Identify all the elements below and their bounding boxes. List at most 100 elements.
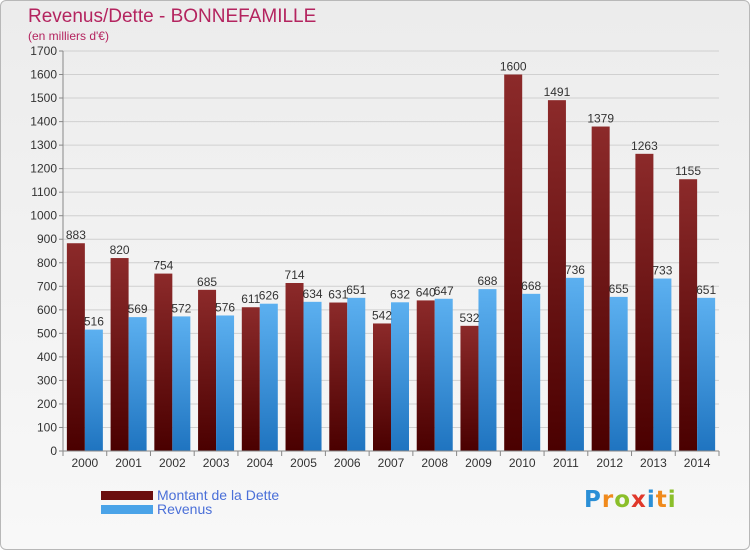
x-tick-label: 2012 — [596, 456, 623, 470]
data-label-debt: 640 — [416, 285, 436, 299]
bar-debt-2008 — [416, 300, 435, 451]
x-tick-label: 2003 — [203, 456, 230, 470]
data-label-revenus: 736 — [565, 263, 585, 277]
y-tick-label: 1600 — [30, 68, 57, 82]
bar-debt-2014 — [679, 179, 698, 451]
logo-letter: o — [614, 487, 632, 513]
data-label-revenus: 651 — [346, 283, 366, 297]
data-label-revenus: 647 — [434, 284, 454, 298]
data-label-debt: 714 — [285, 268, 305, 282]
y-tick-label: 1300 — [30, 138, 57, 152]
data-label-debt: 820 — [110, 243, 130, 257]
legend-label-revenus: Revenus — [157, 501, 213, 517]
bar-debt-2011 — [547, 100, 566, 452]
bar-revenus-2004 — [259, 303, 278, 451]
y-tick-label: 1400 — [30, 115, 57, 129]
y-tick-label: 100 — [37, 420, 57, 434]
x-tick-label: 2010 — [509, 456, 536, 470]
data-label-revenus: 651 — [696, 283, 716, 297]
data-label-revenus: 668 — [521, 279, 541, 293]
x-tick-label: 2014 — [684, 456, 711, 470]
bar-revenus-2001 — [128, 317, 147, 451]
y-tick-label: 1700 — [30, 44, 57, 58]
y-tick-label: 1200 — [30, 162, 57, 176]
logo-letter: r — [601, 487, 615, 513]
chart-title: Revenus/Dette - BONNEFAMILLE — [28, 6, 317, 27]
y-tick-label: 300 — [37, 373, 57, 387]
x-tick-label: 2004 — [246, 456, 273, 470]
bar-revenus-2002 — [172, 316, 191, 451]
y-tick-label: 1000 — [30, 209, 57, 223]
logo-letter: x — [631, 487, 647, 513]
data-label-revenus: 572 — [171, 301, 191, 315]
data-label-debt: 883 — [66, 228, 86, 242]
bar-revenus-2008 — [434, 298, 453, 451]
y-tick-label: 800 — [37, 256, 57, 270]
y-tick-label: 700 — [37, 279, 57, 293]
y-tick-label: 1100 — [31, 185, 57, 199]
bar-revenus-2013 — [653, 278, 672, 451]
bar-revenus-2011 — [565, 277, 584, 451]
bar-debt-2001 — [110, 258, 129, 451]
y-tick-label: 200 — [37, 397, 57, 411]
data-label-debt: 754 — [153, 259, 173, 273]
bar-debt-2006 — [329, 302, 348, 451]
data-label-debt: 1155 — [675, 164, 701, 178]
bar-revenus-2010 — [522, 293, 541, 451]
logo-letter: i — [646, 487, 656, 513]
y-tick-label: 500 — [37, 326, 57, 340]
logo-letter: i — [667, 487, 677, 513]
data-label-debt: 1263 — [631, 139, 658, 153]
bar-debt-2013 — [635, 153, 654, 451]
x-tick-label: 2001 — [115, 456, 142, 470]
bar-debt-2007 — [373, 323, 391, 451]
bar-debt-2004 — [241, 307, 260, 451]
data-label-debt: 1491 — [544, 85, 571, 99]
x-axis-ticks: 2000 2001 2002 2003 2004 2005 2006 2007 2008 2009… — [62, 451, 720, 470]
x-tick-label: 2011 — [553, 456, 579, 470]
bar-debt-2005 — [285, 283, 304, 451]
y-tick-label: 0 — [50, 444, 57, 458]
logo-letter: t — [655, 487, 668, 513]
bar-revenus-2012 — [609, 296, 628, 451]
data-label-revenus: 655 — [609, 282, 629, 296]
bar-revenus-2005 — [303, 301, 322, 451]
bar-debt-2002 — [154, 273, 173, 451]
bar-debt-2010 — [504, 74, 523, 451]
data-label-debt: 532 — [459, 311, 479, 325]
bar-debt-2012 — [591, 126, 610, 451]
x-tick-label: 2005 — [290, 456, 317, 470]
y-tick-label: 900 — [37, 232, 57, 246]
bar-debt-2000 — [66, 243, 85, 451]
axes — [62, 51, 719, 452]
x-tick-label: 2007 — [378, 456, 405, 470]
y-tick-label: 1500 — [30, 91, 57, 105]
x-tick-label: 2013 — [640, 456, 667, 470]
data-label-revenus: 634 — [303, 287, 323, 301]
y-tick-label: 600 — [37, 303, 57, 317]
x-tick-label: 2006 — [334, 456, 361, 470]
chart-subtitle: (en milliers d'€) — [28, 29, 109, 43]
data-label-revenus: 688 — [477, 274, 497, 288]
bar-revenus-2007 — [391, 302, 409, 451]
bar-revenus-2009 — [478, 289, 497, 451]
logo-letter: P — [584, 487, 602, 513]
bar-debt-2003 — [198, 289, 217, 451]
data-label-debt: 1379 — [587, 112, 614, 126]
data-label-debt: 611 — [241, 292, 260, 306]
x-tick-label: 2008 — [421, 456, 448, 470]
x-tick-label: 2002 — [159, 456, 186, 470]
data-label-revenus: 569 — [128, 302, 148, 316]
proxiti-logo: Proxiti — [584, 487, 677, 513]
legend-swatch-revenus — [101, 505, 153, 514]
bar-revenus-2014 — [697, 297, 716, 451]
data-label-revenus: 626 — [259, 289, 279, 303]
data-label-debt: 631 — [328, 288, 348, 302]
data-label-debt: 685 — [197, 275, 217, 289]
data-label-revenus: 632 — [390, 287, 410, 301]
data-label-revenus: 576 — [215, 300, 235, 314]
bar-debt-2009 — [460, 325, 479, 451]
legend-swatch-debt — [101, 491, 153, 500]
